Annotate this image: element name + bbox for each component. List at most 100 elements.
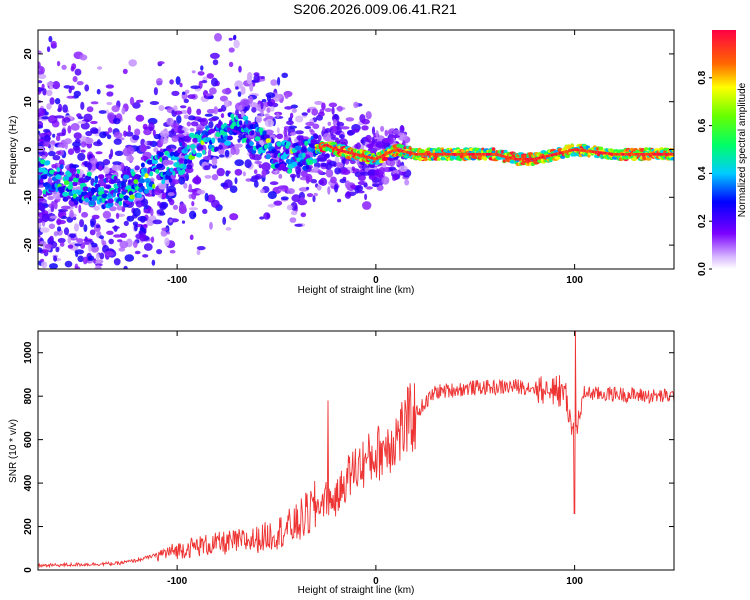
spectrogram-band-blob xyxy=(249,141,254,147)
spectrogram-blob xyxy=(108,238,114,245)
spectrogram-blob xyxy=(169,218,173,223)
spectrogram-blob xyxy=(235,143,243,148)
spectrogram-blob xyxy=(46,89,53,97)
spectrogram-band-blob xyxy=(168,177,173,183)
spectrogram-blob xyxy=(260,189,265,194)
spectrogram-blob xyxy=(38,61,41,69)
spectrogram-blob xyxy=(57,107,62,113)
spectrogram-blob xyxy=(206,108,216,114)
spectrogram-blob xyxy=(111,271,116,274)
spectrogram-band-blob xyxy=(151,155,154,161)
spectrogram-band-blob xyxy=(197,130,201,136)
spectrogram-blob xyxy=(183,114,189,120)
spectrogram-band-blob xyxy=(215,146,219,152)
spectrogram-band-blob xyxy=(186,144,190,150)
spectrogram-blob xyxy=(106,230,114,235)
spectrogram-blob xyxy=(246,75,252,85)
spectrogram-blob xyxy=(135,114,145,122)
x-tick-label: 100 xyxy=(566,275,583,286)
y-tick-label: 0 xyxy=(23,567,34,573)
spectrogram-blob xyxy=(169,198,175,206)
spectrogram-blob xyxy=(260,76,265,79)
spectrogram-band-blob xyxy=(242,133,246,139)
spectrogram-blob xyxy=(228,37,233,41)
spectrogram-blob xyxy=(113,117,121,125)
spectrogram-blob xyxy=(150,236,155,243)
spectrogram-blob xyxy=(105,109,109,115)
spectrogram-band-blob xyxy=(94,178,98,184)
spectrogram-blob xyxy=(79,54,88,61)
spectrogram-blob xyxy=(178,203,187,212)
spectrogram-blob xyxy=(294,130,304,135)
spectrogram-blob xyxy=(95,259,104,264)
spectrogram-band-blob xyxy=(237,113,242,119)
spectrogram-blob xyxy=(208,117,218,122)
spectrogram-blob xyxy=(126,215,135,222)
spectrogram-blob xyxy=(306,186,310,190)
spectrogram-blob xyxy=(111,105,120,113)
spectrogram-blob xyxy=(90,120,98,125)
spectrogram-blob xyxy=(63,85,72,89)
spectrogram-blob xyxy=(145,140,153,146)
colorbar-tick-label: 0.2 xyxy=(697,214,708,228)
spectrogram-blob xyxy=(137,216,147,222)
spectrogram-blob xyxy=(249,102,259,109)
y-tick-label: 20 xyxy=(23,48,34,60)
spectrogram-blob xyxy=(332,119,337,126)
spectrogram-blob xyxy=(208,149,212,158)
spectrogram-band-blob xyxy=(140,162,145,168)
spectrogram-blob xyxy=(76,81,84,86)
spectrogram-blob xyxy=(169,79,174,85)
spectrogram-band-blob xyxy=(274,144,279,150)
spectrogram-blob xyxy=(193,176,202,185)
spectrogram-blob xyxy=(93,205,100,211)
spectrogram-blob xyxy=(140,277,143,282)
spectrogram-ridge-mark xyxy=(671,152,674,156)
spectrogram-blob xyxy=(366,143,374,148)
spectrogram-blob xyxy=(176,133,185,138)
spectrogram-blob xyxy=(307,108,311,113)
spectrogram-blob xyxy=(143,243,153,251)
spectrogram-blob xyxy=(204,192,209,202)
spectrogram-band-blob xyxy=(117,187,121,193)
spectrogram-blob xyxy=(248,95,254,104)
spectrogram-blob xyxy=(52,81,61,90)
spectrogram-blob xyxy=(99,252,105,260)
spectrogram-blob xyxy=(128,59,137,67)
spectrogram-band-blob xyxy=(276,141,282,147)
spectrogram-blob xyxy=(228,61,234,68)
spectrogram-band-blob xyxy=(215,132,222,137)
spectrogram-blob xyxy=(74,138,81,144)
spectrogram-blob xyxy=(69,209,74,219)
spectrogram-blob xyxy=(57,212,64,218)
spectrogram-blob xyxy=(47,176,53,185)
spectrogram-blob xyxy=(102,270,108,277)
spectrogram-band-blob xyxy=(186,159,193,164)
spectrogram-blob xyxy=(61,64,67,70)
spectrogram-blob xyxy=(270,79,278,86)
spectrogram-band-blob xyxy=(382,156,388,161)
spectrogram-blob xyxy=(199,117,209,127)
spectrogram-blob xyxy=(278,173,283,179)
spectrogram-blob xyxy=(269,106,275,112)
spectrogram-band-blob xyxy=(59,164,64,170)
spectrogram-blob xyxy=(142,123,148,130)
spectrogram-blob xyxy=(251,175,260,180)
spectrogram-blob xyxy=(38,221,42,229)
spectrogram-blob xyxy=(38,188,43,197)
spectrogram-blob xyxy=(46,46,51,53)
spectrogram-blob xyxy=(317,170,324,175)
spectrogram-blob xyxy=(161,227,168,231)
spectrogram-band-blob xyxy=(144,173,149,179)
spectrogram-blob xyxy=(53,255,58,262)
spectrogram-blob xyxy=(336,120,340,127)
colorbar-tick-label: 0.4 xyxy=(697,166,708,180)
spectrogram-blob xyxy=(240,86,246,95)
spectrogram-blob xyxy=(383,138,391,143)
spectrogram-blob xyxy=(91,214,100,220)
spectrogram-blob xyxy=(55,246,60,253)
spectrogram-blob xyxy=(381,176,390,185)
spectrogram-blob xyxy=(56,219,66,225)
spectrogram-blob xyxy=(299,197,305,201)
